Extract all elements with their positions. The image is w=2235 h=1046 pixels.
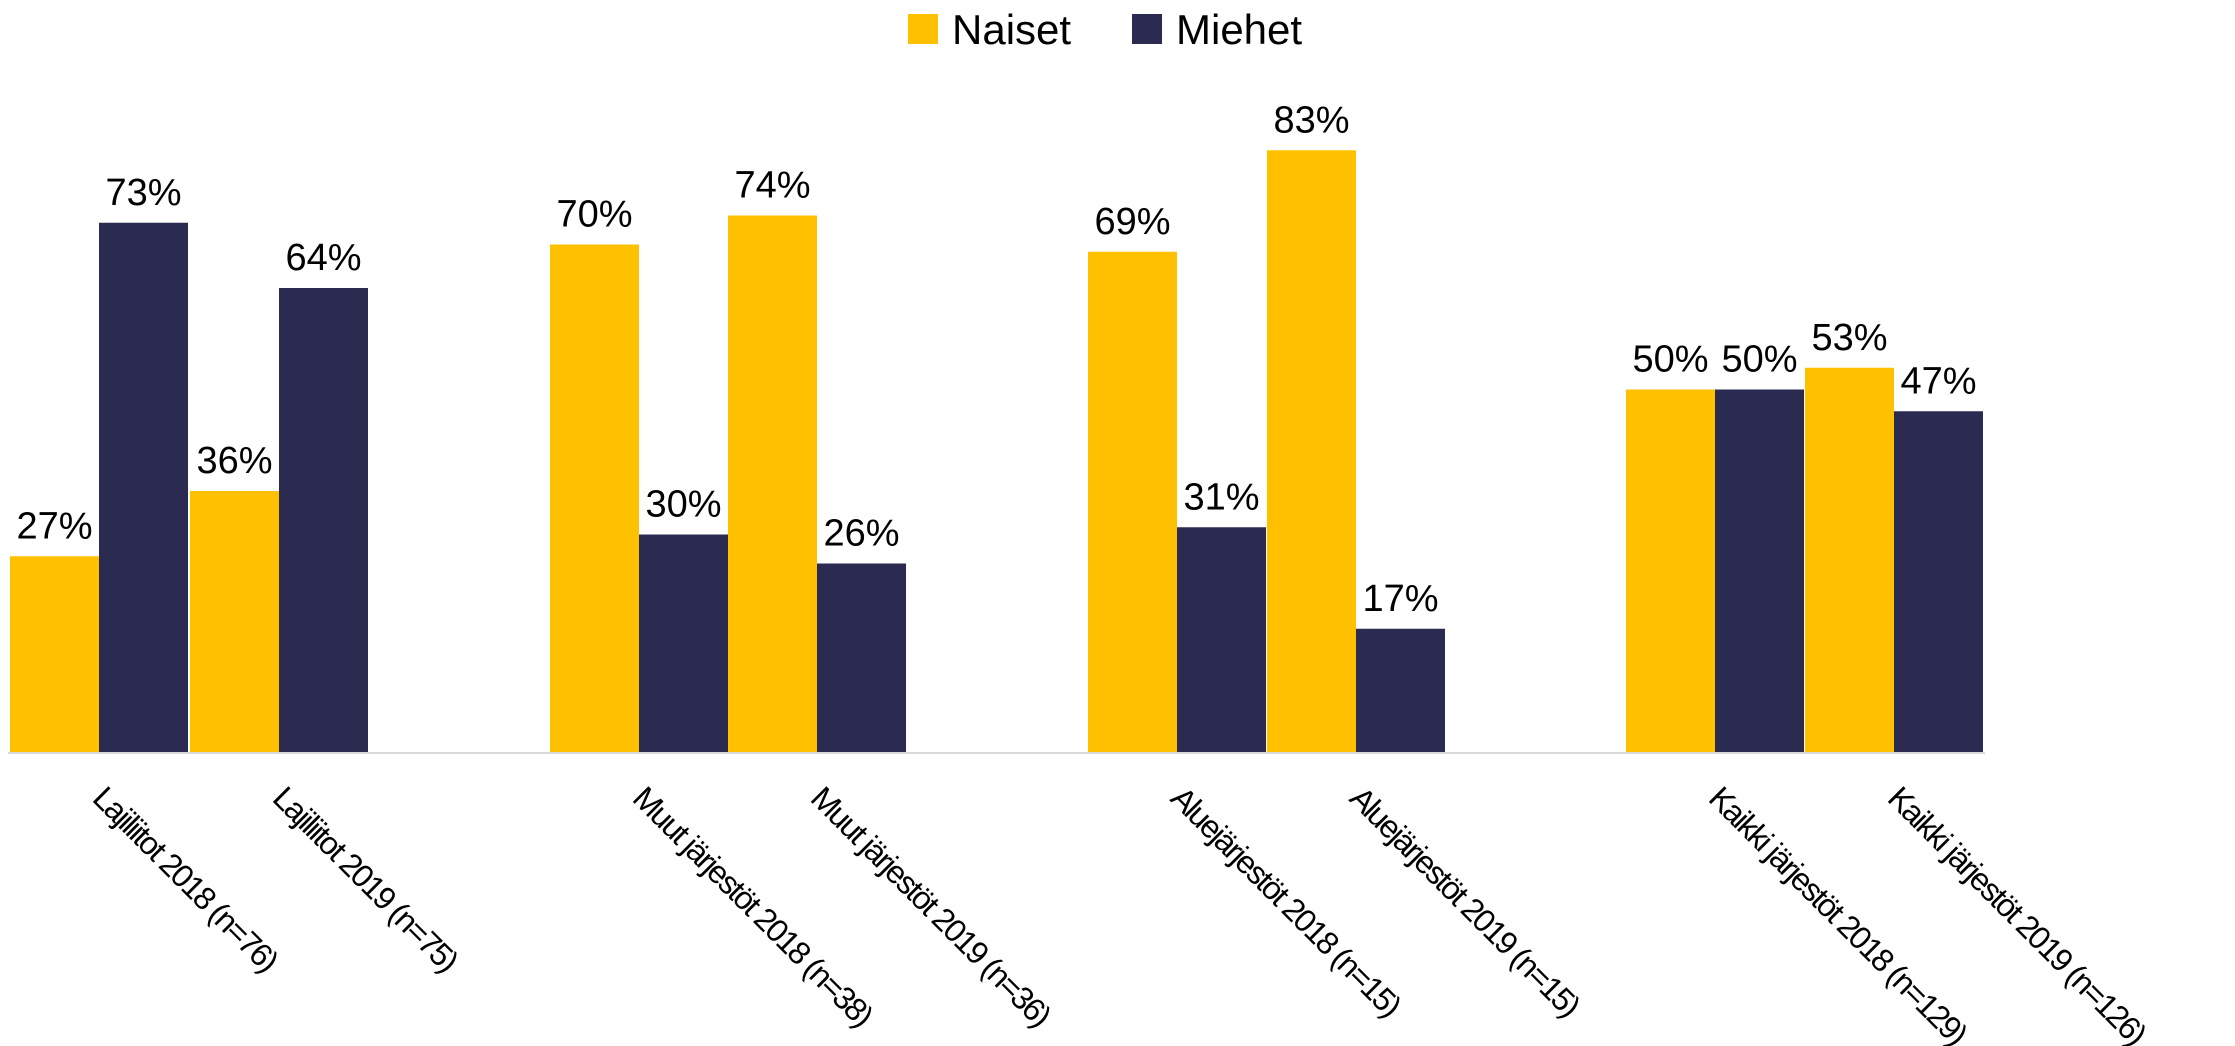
category-labels: Lajiliitot 2018 (n=76)Lajiliitot 2019 (n…	[86, 779, 2153, 1046]
legend-label-naiset: Naiset	[952, 6, 1071, 53]
data-label-miehet-2: 64%	[285, 237, 361, 279]
bars	[10, 150, 1983, 752]
bar-naiset-7	[1626, 389, 1715, 752]
bar-miehet-4	[817, 563, 906, 752]
legend-swatch-naiset	[908, 14, 938, 44]
bar-miehet-5	[1177, 527, 1266, 752]
data-label-naiset-6: 83%	[1273, 99, 1349, 141]
data-label-naiset-5: 69%	[1094, 201, 1170, 243]
data-label-miehet-8: 47%	[1900, 360, 1976, 402]
bar-naiset-2	[190, 491, 279, 752]
bar-naiset-8	[1805, 367, 1894, 752]
legend: Naiset Miehet	[908, 6, 1302, 53]
legend-swatch-miehet	[1132, 14, 1162, 44]
bar-miehet-7	[1715, 389, 1804, 752]
data-label-miehet-4: 26%	[823, 513, 899, 555]
value-labels: 27% 73% 36% 64% 70% 30% 74% 26% 69% 31% 83% 17% 50% 5…	[16, 99, 1976, 620]
legend-label-miehet: Miehet	[1176, 6, 1302, 53]
data-label-naiset-7: 50%	[1632, 339, 1708, 381]
data-label-naiset-2: 36%	[196, 440, 272, 482]
bar-naiset-5	[1088, 251, 1177, 752]
bar-miehet-6	[1356, 628, 1445, 752]
category-label-1: Lajiliitot 2018 (n=76)	[86, 779, 285, 978]
data-label-miehet-7: 50%	[1721, 339, 1797, 381]
data-label-naiset-4: 74%	[734, 165, 810, 207]
bar-naiset-6	[1267, 150, 1356, 752]
data-label-miehet-3: 30%	[645, 484, 721, 526]
data-label-naiset-1: 27%	[16, 505, 92, 547]
bar-miehet-2	[279, 288, 368, 752]
bar-miehet-8	[1894, 411, 1983, 752]
bar-miehet-1	[99, 222, 188, 752]
data-label-miehet-5: 31%	[1183, 476, 1259, 518]
data-label-miehet-1: 73%	[105, 172, 181, 214]
bar-naiset-1	[10, 556, 99, 752]
category-label-2: Lajiliitot 2019 (n=75)	[266, 779, 465, 978]
bar-miehet-3	[639, 534, 728, 752]
bar-naiset-3	[550, 244, 639, 752]
data-label-miehet-6: 17%	[1362, 578, 1438, 620]
bar-naiset-4	[728, 215, 817, 752]
data-label-naiset-3: 70%	[556, 194, 632, 236]
data-label-naiset-8: 53%	[1811, 317, 1887, 359]
